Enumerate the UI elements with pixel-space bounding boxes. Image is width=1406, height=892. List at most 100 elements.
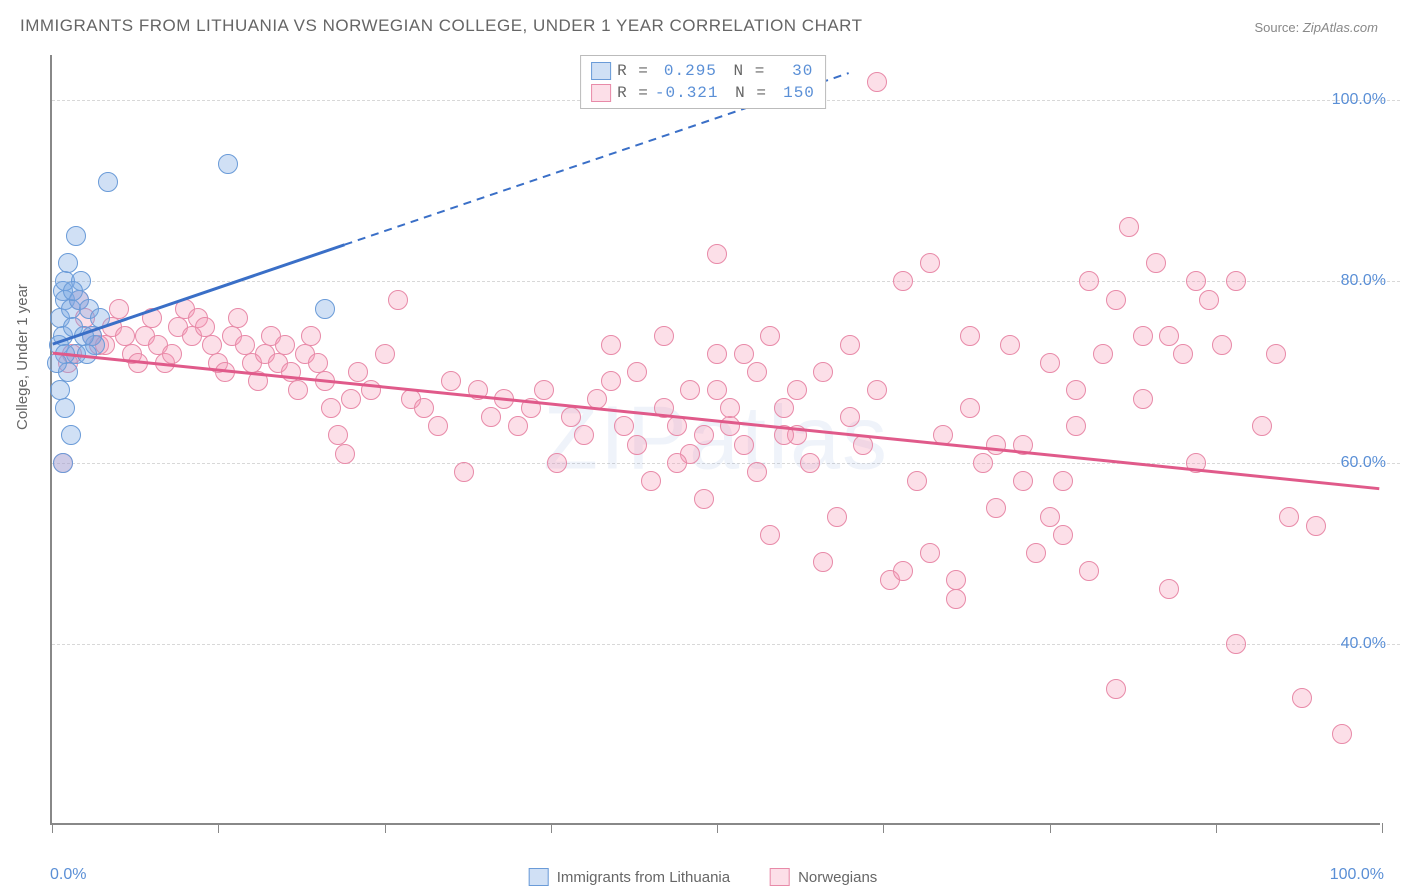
trend-lines-layer	[52, 55, 1380, 823]
data-point	[933, 425, 953, 445]
data-point	[774, 398, 794, 418]
data-point	[986, 498, 1006, 518]
data-point	[960, 398, 980, 418]
data-point	[1053, 471, 1073, 491]
x-tick	[385, 823, 386, 833]
data-point	[1079, 271, 1099, 291]
data-point	[1159, 326, 1179, 346]
data-point	[867, 380, 887, 400]
x-tick	[1050, 823, 1051, 833]
data-point	[315, 299, 335, 319]
data-point	[946, 570, 966, 590]
data-point	[986, 435, 1006, 455]
data-point	[1292, 688, 1312, 708]
data-point	[601, 335, 621, 355]
data-point	[321, 398, 341, 418]
data-point	[1226, 271, 1246, 291]
data-point	[1040, 507, 1060, 527]
data-point	[534, 380, 554, 400]
x-tick-min: 0.0%	[50, 866, 86, 884]
x-tick	[218, 823, 219, 833]
legend-n-label: N =	[723, 60, 765, 82]
data-point	[428, 416, 448, 436]
x-tick	[551, 823, 552, 833]
data-point	[893, 561, 913, 581]
data-point	[813, 552, 833, 572]
data-point	[654, 398, 674, 418]
data-point	[388, 290, 408, 310]
data-point	[308, 353, 328, 373]
data-point	[508, 416, 528, 436]
data-point	[441, 371, 461, 391]
source-credit: Source: ZipAtlas.com	[1254, 20, 1378, 35]
data-point	[561, 407, 581, 427]
data-point	[375, 344, 395, 364]
data-point	[1133, 326, 1153, 346]
data-point	[960, 326, 980, 346]
legend-swatch	[591, 84, 611, 102]
data-point	[228, 308, 248, 328]
legend-row: R =0.295 N =30	[591, 60, 815, 82]
legend-item: Norwegians	[770, 868, 877, 886]
data-point	[1106, 679, 1126, 699]
y-tick-label: 100.0%	[1332, 91, 1386, 109]
data-point	[920, 543, 940, 563]
data-point	[641, 471, 661, 491]
legend-swatch	[770, 868, 790, 886]
data-point	[1332, 724, 1352, 744]
data-point	[348, 362, 368, 382]
data-point	[74, 326, 94, 346]
series-legend: Immigrants from LithuaniaNorwegians	[529, 868, 878, 886]
legend-r-value: 0.295	[655, 60, 717, 82]
data-point	[1013, 435, 1033, 455]
data-point	[1159, 579, 1179, 599]
data-point	[115, 326, 135, 346]
data-point	[707, 344, 727, 364]
data-point	[66, 226, 86, 246]
data-point	[98, 172, 118, 192]
data-point	[1173, 344, 1193, 364]
data-point	[893, 271, 913, 291]
data-point	[202, 335, 222, 355]
data-point	[90, 308, 110, 328]
chart-title: IMMIGRANTS FROM LITHUANIA VS NORWEGIAN C…	[20, 16, 863, 36]
data-point	[667, 453, 687, 473]
data-point	[720, 416, 740, 436]
data-point	[800, 453, 820, 473]
data-point	[215, 362, 235, 382]
y-tick-label: 80.0%	[1341, 272, 1386, 290]
data-point	[63, 281, 83, 301]
data-point	[707, 380, 727, 400]
data-point	[53, 453, 73, 473]
legend-r-label: R =	[617, 60, 649, 82]
data-point	[734, 435, 754, 455]
source-name: ZipAtlas.com	[1303, 20, 1378, 35]
data-point	[747, 462, 767, 482]
data-point	[454, 462, 474, 482]
data-point	[627, 362, 647, 382]
data-point	[128, 353, 148, 373]
data-point	[218, 154, 238, 174]
data-point	[627, 435, 647, 455]
data-point	[1186, 271, 1206, 291]
data-point	[288, 380, 308, 400]
data-point	[1266, 344, 1286, 364]
plot-area: ZIPatlas	[50, 55, 1380, 825]
x-tick-max: 100.0%	[1330, 866, 1384, 884]
data-point	[680, 380, 700, 400]
legend-n-label: N =	[725, 82, 767, 104]
legend-label: Norwegians	[798, 869, 877, 886]
data-point	[707, 244, 727, 264]
data-point	[601, 371, 621, 391]
data-point	[1279, 507, 1299, 527]
data-point	[760, 326, 780, 346]
data-point	[361, 380, 381, 400]
data-point	[1306, 516, 1326, 536]
data-point	[787, 380, 807, 400]
data-point	[574, 425, 594, 445]
data-point	[1252, 416, 1272, 436]
data-point	[747, 362, 767, 382]
data-point	[521, 398, 541, 418]
data-point	[1119, 217, 1139, 237]
legend-swatch	[529, 868, 549, 886]
